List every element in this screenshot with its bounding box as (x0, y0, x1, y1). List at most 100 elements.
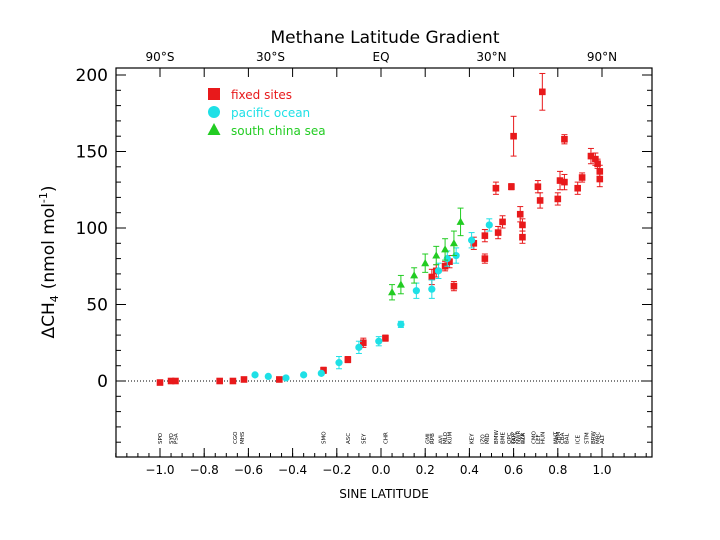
x-tick-label: 1.0 (592, 463, 611, 477)
data-point (536, 197, 544, 204)
data-point (449, 239, 458, 247)
data-point (216, 377, 223, 385)
legend-marker-circle (208, 106, 220, 118)
data-point (360, 339, 367, 347)
site-label: GMI (425, 433, 431, 444)
data-point (397, 320, 405, 328)
x-axis-ticks: −1.0 −0.8 −0.6 −0.4 −0.2 0.0 0.2 0.4 0.6 0.8 1.0 (115, 68, 647, 477)
site-label: SEY (361, 433, 367, 444)
legend-label: pacific ocean (231, 106, 310, 120)
site-label: SHM (556, 431, 562, 444)
legend-label: south china sea (231, 124, 326, 138)
series-fixed-sites (156, 72, 604, 386)
site-label: KEY (470, 433, 476, 444)
site-label: ASC (346, 433, 352, 444)
legend-marker-square (208, 88, 220, 100)
site-label: CBA (560, 432, 566, 444)
data-point (596, 175, 604, 183)
data-point (156, 379, 164, 386)
data-point (421, 258, 430, 267)
site-label: PSA (173, 433, 179, 444)
top-tick-label: 30°N (476, 50, 506, 64)
data-point (434, 267, 443, 275)
data-point (432, 251, 441, 259)
top-axis-ticks: 90°S 30°S EQ 30°N 90°N (146, 50, 618, 64)
data-point (587, 152, 595, 160)
data-point (167, 377, 175, 385)
site-label: IZO (481, 434, 487, 444)
data-point (410, 271, 419, 279)
data-point (470, 240, 478, 247)
site-label: QPC (507, 432, 513, 444)
site-label: STM (585, 432, 591, 444)
data-point (428, 285, 436, 293)
chart-title: Methane Latitude Gradient (271, 28, 500, 48)
x-tick-label: 0.8 (548, 463, 567, 477)
site-label: CGO (233, 431, 239, 444)
data-point (320, 366, 327, 374)
data-point (561, 178, 568, 186)
site-label: MBC (596, 432, 602, 444)
data-point (456, 217, 465, 225)
data-point (481, 255, 489, 262)
data-point (282, 374, 290, 382)
site-label: SPO (158, 432, 164, 444)
data-point (300, 371, 308, 379)
site-label: MHS (240, 431, 246, 444)
legend-label: fixed sites (231, 88, 292, 102)
x-axis-label: SINE LATITUDE (339, 487, 429, 501)
site-label: AVI (439, 435, 445, 444)
data-point (561, 135, 568, 143)
x-tick-label: −0.6 (234, 463, 263, 477)
y-axis-label-unit: (nmol mol (39, 203, 59, 289)
site-label: BAL (565, 432, 571, 444)
y-axis-label-close: ) (39, 185, 59, 192)
legend-marker-triangle (207, 123, 221, 135)
y-tick-label: 0 (97, 372, 108, 392)
data-point (534, 183, 542, 190)
data-point (574, 184, 581, 192)
data-point (229, 377, 237, 385)
data-point (578, 174, 586, 181)
data-point (594, 160, 601, 168)
data-point (441, 245, 450, 253)
data-point (276, 376, 283, 383)
data-point (172, 377, 179, 385)
series-pacific-ocean (251, 218, 493, 382)
data-point (382, 334, 389, 342)
site-label: CMO (531, 430, 537, 444)
site-label: RPB (430, 433, 436, 444)
x-tick-label: −1.0 (145, 463, 174, 477)
y-tick-label: 100 (76, 219, 108, 239)
site-label: MLO (443, 431, 449, 444)
y-axis-label: ΔCH4 (nmol mol-1) (37, 185, 61, 338)
data-point (492, 184, 500, 192)
site-label: SYO (169, 432, 175, 444)
site-label: NWR (516, 430, 522, 444)
x-tick-label: 0.4 (460, 463, 479, 477)
data-point (446, 258, 453, 265)
data-point (450, 282, 458, 290)
data-point (251, 371, 259, 379)
data-point (335, 359, 343, 367)
site-label: HUN (540, 432, 546, 444)
y-tick-label: 200 (76, 66, 108, 86)
site-label: MID (485, 433, 491, 444)
data-point (508, 183, 515, 190)
x-tick-label: −0.8 (190, 463, 219, 477)
site-label: TAP (512, 433, 518, 445)
legend-marker (208, 88, 220, 100)
data-point (516, 210, 524, 218)
site-label: MHT (554, 431, 560, 444)
data-point (388, 288, 397, 296)
x-tick-label: 0.6 (504, 463, 523, 477)
site-label: KUM (448, 432, 454, 444)
top-tick-label: 90°N (587, 50, 617, 64)
site-label: AZR (520, 432, 526, 444)
y-axis-label-exponent: -1 (37, 192, 50, 203)
top-tick-label: EQ (372, 50, 389, 64)
site-label: ICE (576, 435, 582, 444)
site-label: LEF (536, 434, 542, 444)
data-point (519, 221, 526, 229)
data-point (494, 229, 502, 236)
